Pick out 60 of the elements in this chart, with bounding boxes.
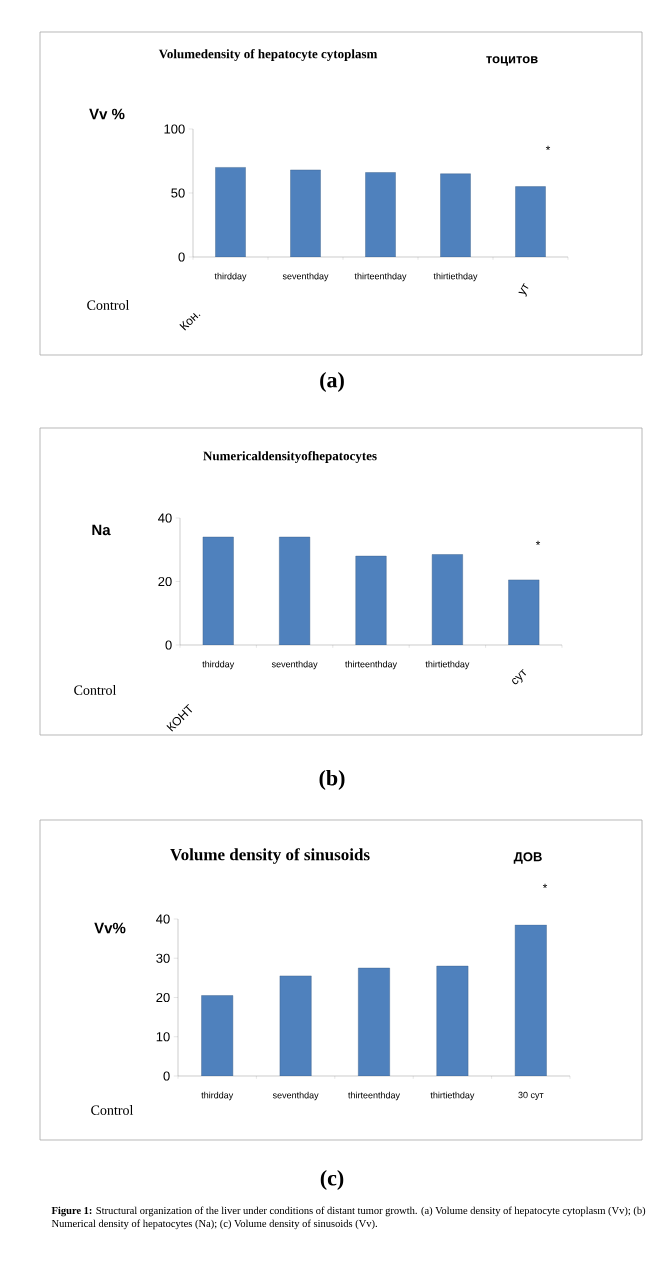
bar (201, 995, 234, 1076)
x-tick-label: seventhday (272, 1091, 319, 1101)
annotation: * (545, 145, 551, 151)
bar (279, 536, 311, 645)
y-tick-label: 10 (156, 1032, 170, 1042)
bar (515, 186, 546, 257)
text: (c) (320, 1170, 344, 1190)
y-tick-label: 0 (178, 252, 185, 262)
text: ут (518, 282, 529, 297)
y-tick-label: 40 (156, 914, 170, 924)
y-tick-label: 30 (156, 953, 170, 963)
bar (514, 924, 547, 1076)
bar (215, 167, 246, 257)
x-tick-label: seventhday (282, 272, 329, 282)
y-axis-title: Vv% (94, 922, 126, 934)
bar (508, 579, 540, 645)
x-tick-label: thirteenthday (354, 272, 407, 282)
x-tick-label: thirtiethday (430, 1091, 475, 1101)
y-tick-label: 100 (164, 124, 185, 134)
y-axis-title: Na (92, 524, 111, 536)
bar (436, 965, 469, 1076)
chart-title: Volume density of sinusoids (170, 848, 370, 864)
chart-title: Volumedensity of hepatocyte cytoplasm (158, 49, 378, 61)
y-tick-label: 0 (163, 1071, 170, 1081)
x-tick-label: thirtiethday (433, 272, 478, 282)
text: Figure 1: Structural organization of the liver under conditions of distant tumor growth. (a) Volume density of hepatocyte cytoplasm (Vv); (b) Numerical density of hepatocytes (Na); (c) Volume density of sinusoids (Vv). (51, 1206, 646, 1230)
x-tick-label: thirdday (214, 272, 247, 282)
x-tick-label: thirdday (202, 660, 235, 670)
text: (b) (319, 770, 345, 790)
bar (290, 169, 321, 257)
text: Control (87, 300, 130, 310)
y-tick-label: 50 (171, 188, 185, 198)
x-tick-label: thirteenthday (348, 1091, 400, 1101)
bar (279, 975, 312, 1076)
y-tick-label: 0 (165, 640, 172, 650)
y-axis-title: Vv % (89, 108, 125, 120)
annotation: * (535, 540, 541, 546)
x-tick-label: thirteenthday (345, 660, 397, 670)
bar (440, 173, 471, 257)
bar (431, 554, 463, 645)
text: ДОВ (513, 852, 542, 864)
text: (a) (320, 372, 344, 392)
x-tick-label: 30 сут (518, 1091, 544, 1100)
y-tick-label: 20 (158, 576, 172, 587)
bar (358, 967, 390, 1076)
bar (365, 172, 396, 257)
x-tick-label: seventhday (271, 660, 318, 670)
y-tick-label: 40 (158, 513, 172, 523)
x-tick-label: thirdday (201, 1091, 234, 1101)
text: Control (74, 685, 117, 695)
text: Кон. (179, 312, 201, 331)
x-tick-label: thirtiethday (425, 660, 470, 670)
bar (355, 555, 387, 645)
text: Control (91, 1105, 134, 1115)
chart-title: Numericaldensityofhepatocytes (203, 451, 377, 463)
bar (202, 536, 234, 645)
text: * (542, 883, 548, 889)
text: тоцитов (486, 56, 538, 66)
y-tick-label: 20 (156, 992, 170, 1003)
text: сут (512, 668, 527, 685)
